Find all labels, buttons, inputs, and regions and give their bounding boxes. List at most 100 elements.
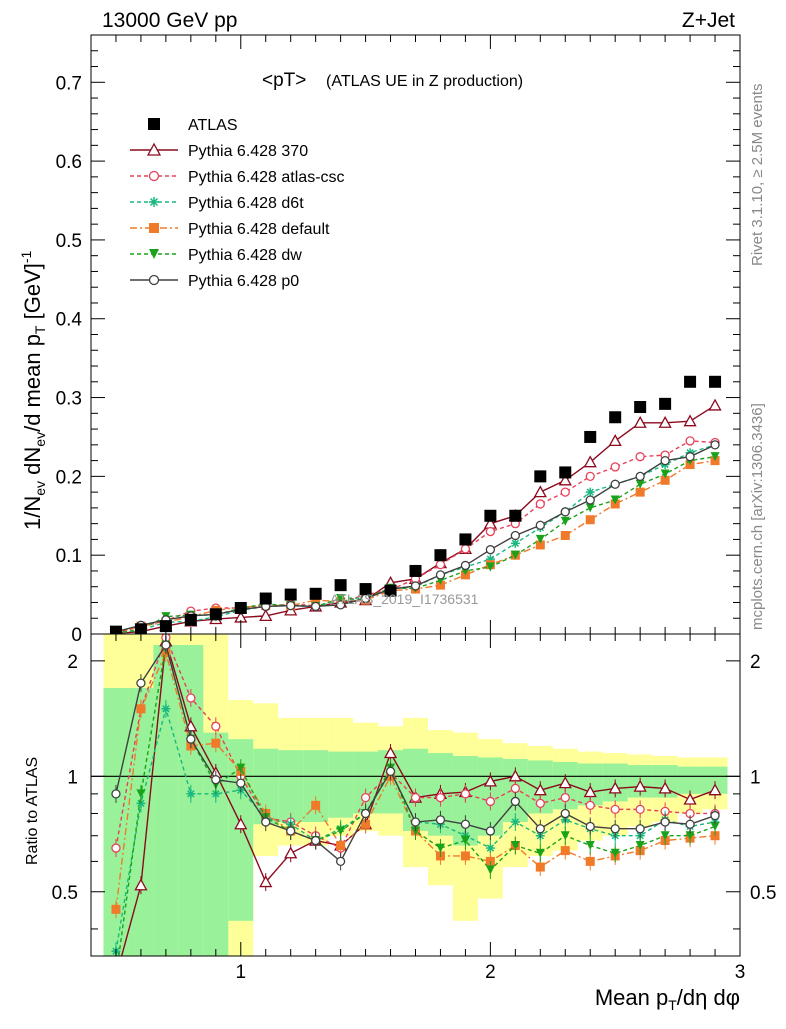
data-point <box>485 865 495 875</box>
data-point <box>146 142 162 156</box>
data-point <box>585 503 595 513</box>
data-point <box>710 831 720 841</box>
data-point <box>211 775 221 785</box>
data-point <box>209 608 222 621</box>
data-point <box>683 792 697 805</box>
data-point <box>635 471 645 482</box>
ratio-y-tick-label: 1 <box>67 767 78 788</box>
y-tick-label: 0 <box>71 625 82 646</box>
data-point <box>211 789 221 799</box>
y-tick-label: 0.7 <box>56 73 82 94</box>
data-point <box>336 826 346 836</box>
data-point <box>136 789 146 799</box>
data-point <box>148 118 160 130</box>
data-point <box>435 580 445 590</box>
data-point <box>560 792 570 803</box>
data-point <box>658 415 672 428</box>
legend-label: Pythia 6.428 default <box>188 221 330 238</box>
data-point <box>286 826 296 836</box>
data-point <box>410 792 421 803</box>
data-point <box>708 398 722 411</box>
data-point <box>510 783 520 794</box>
data-point <box>149 197 159 207</box>
main-plot-axes: 0 0.1 0.2 0.3 0.4 0.5 0.6 0.7 <box>56 34 741 646</box>
data-point <box>560 846 570 856</box>
data-point <box>485 826 496 836</box>
data-point <box>234 817 248 830</box>
data-point <box>435 843 445 853</box>
data-point <box>111 789 121 799</box>
data-point <box>111 843 121 853</box>
data-point <box>684 375 697 388</box>
data-point <box>585 495 595 505</box>
data-point <box>585 856 595 866</box>
data-point <box>685 831 695 841</box>
legend-label: Pythia 6.428 dw <box>188 247 302 264</box>
data-point <box>234 601 247 614</box>
data-point <box>485 796 496 807</box>
uncertainty-band-inner <box>328 751 354 818</box>
data-point <box>311 595 321 605</box>
data-point <box>184 613 197 626</box>
data-point <box>359 583 372 596</box>
data-point <box>660 455 670 466</box>
data-point <box>585 841 595 851</box>
data-point <box>709 375 722 388</box>
data-point <box>309 587 322 600</box>
data-point <box>148 170 160 182</box>
data-point <box>510 841 520 851</box>
data-point <box>560 530 570 540</box>
data-point <box>259 875 273 888</box>
data-point <box>510 817 520 827</box>
x-tick-label: 1 <box>235 962 246 983</box>
x-tick-label: 3 <box>735 962 746 983</box>
data-point <box>610 804 620 815</box>
y-tick-label: 0.5 <box>56 231 82 252</box>
data-point <box>608 781 622 794</box>
x-axis-label: Mean pT/dη dφ <box>595 985 740 1013</box>
data-point <box>149 223 159 233</box>
data-point <box>460 836 470 846</box>
data-point <box>585 800 595 811</box>
data-point <box>560 808 570 819</box>
data-point <box>134 878 148 891</box>
data-point <box>136 704 146 714</box>
data-point <box>610 848 620 858</box>
data-point <box>485 545 496 555</box>
data-point <box>311 835 321 846</box>
plot-title-sub: (ATLAS UE in Z production) <box>326 73 523 90</box>
data-point <box>560 831 570 841</box>
series-line <box>115 459 716 634</box>
ratio-y-tick-label: 2 <box>67 652 78 673</box>
data-point <box>708 783 722 796</box>
data-point <box>186 693 196 703</box>
data-point <box>435 792 446 803</box>
data-point <box>660 817 670 827</box>
data-point <box>533 485 547 498</box>
plot-title-main: <pT> <box>262 70 306 91</box>
data-point <box>148 274 160 286</box>
data-point <box>361 819 371 829</box>
data-point <box>434 549 447 562</box>
header-energy: 13000 GeV pp <box>102 9 237 32</box>
data-point <box>435 815 446 825</box>
data-point <box>535 798 545 809</box>
data-point <box>635 841 645 851</box>
data-point <box>410 581 421 591</box>
data-point <box>584 430 597 443</box>
data-point <box>535 499 545 509</box>
legend-label: Pythia 6.428 d6t <box>188 195 304 212</box>
ratio-y-tick-label-right: 0.5 <box>750 883 776 904</box>
data-point <box>660 475 670 485</box>
data-point <box>633 779 647 792</box>
data-point <box>535 862 545 872</box>
data-point <box>211 721 221 731</box>
data-point <box>510 530 520 541</box>
data-point <box>585 487 595 497</box>
data-point <box>384 584 397 597</box>
data-point <box>311 800 321 810</box>
data-point <box>360 808 371 819</box>
y-tick-label: 0.1 <box>56 546 82 567</box>
data-point <box>261 817 271 827</box>
data-point <box>685 819 695 829</box>
